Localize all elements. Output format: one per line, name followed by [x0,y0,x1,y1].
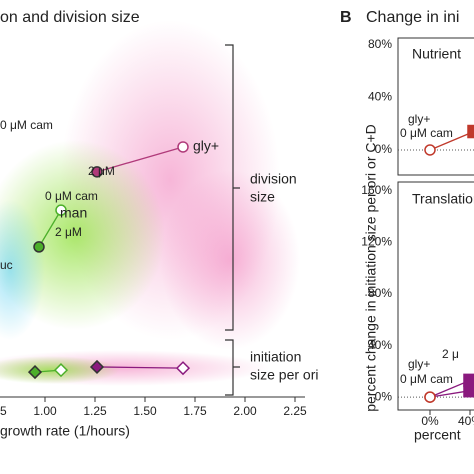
panel-title: on and division size [0,9,140,26]
series-line [96,366,184,369]
diamond-marker [89,359,105,375]
x-tick-label: 2.00 [233,404,257,418]
subpanel-title: Nutrient [412,46,461,62]
annotation: 2 μ [442,347,459,361]
annotation: 0 μM cam [0,118,53,132]
diamond-marker [53,363,69,378]
bracket-label: division [250,171,297,187]
x-tick-label: 1.25 [83,404,107,418]
bracket-label: size [250,189,275,205]
x-tick-label: 2.25 [283,404,307,418]
x-tick-label: 1.00 [33,404,57,418]
square-marker [467,124,474,139]
series-group [424,373,474,403]
annotation: 2 μM [88,164,115,178]
annotation: man [60,205,87,221]
annotation: 0 μM cam [400,372,453,386]
subpanel-frame [397,37,474,176]
panel-title: Change in ini [366,9,459,26]
x-tick-label: 0.75 [0,404,7,418]
y-axis-label: percent change in initiation size per or… [363,124,379,412]
series-line [429,130,474,151]
bracket-label: initiation [250,349,301,365]
x-tick-label: 0% [421,414,439,428]
x-tick-label: 1.75 [183,404,207,418]
annotation: 0 μM cam [400,126,453,140]
annotation: gly+ [408,112,430,126]
subpanel-title: Translation [412,191,474,207]
y-tick-label: 120% [361,235,392,249]
y-tick-label: 0% [375,142,393,156]
x-axis-label: percent [414,427,461,443]
clouds [0,20,300,386]
x-tick-label: 40% [458,414,474,428]
y-tick-label: 160% [361,183,392,197]
annotation: 2 μM [55,225,82,239]
y-tick-label: 40% [368,89,392,103]
series-line [96,146,184,173]
annotation: gly+ [408,357,430,371]
diamond-marker [175,361,191,376]
circle-marker [91,166,103,178]
diamond-marker [27,365,43,380]
series-line [38,209,62,248]
bracket-label: size per ori [250,367,318,383]
brackets [225,44,240,396]
y-tick-label: 80% [368,37,392,51]
subpanel-frame [397,181,474,411]
y-tick-label: 80% [368,286,392,300]
circle-marker [33,241,45,253]
circle-marker [424,391,436,403]
circle-marker [55,204,67,216]
circle-marker [424,144,436,156]
series-group [424,124,474,156]
panel-label: B [340,9,352,26]
square-marker [463,383,474,398]
x-tick-label: 1.50 [133,404,157,418]
annotation: 0 μM cam [45,189,98,203]
y-tick-label: 40% [368,338,392,352]
x-axis-label: growth rate (1/hours) [0,423,130,439]
y-tick-label: 0% [375,389,393,403]
circle-marker [177,141,189,153]
series-group [27,141,191,380]
annotation: gly+ [193,138,219,154]
annotation: uc [0,258,13,272]
